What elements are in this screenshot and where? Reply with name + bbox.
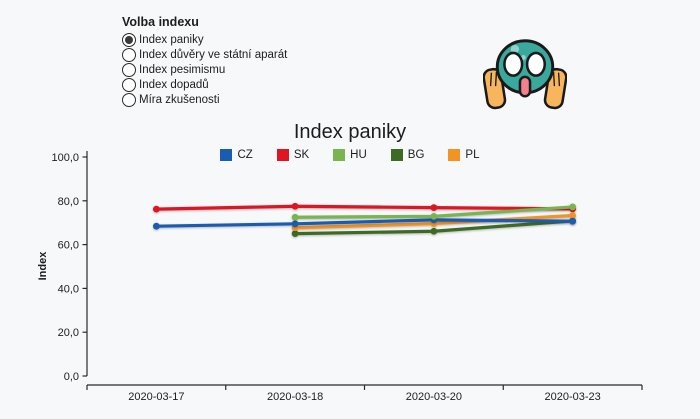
- radio-option-label: Míra zkušenosti: [139, 93, 220, 106]
- radio-option-2[interactable]: Index pesimismu: [122, 62, 287, 77]
- legend-label: SK: [293, 149, 310, 161]
- legend-item-PL[interactable]: PL: [448, 149, 480, 161]
- y-tick-label: 100,0: [51, 152, 79, 164]
- data-point-HU[interactable]: [430, 212, 438, 220]
- data-point-SK[interactable]: [291, 202, 299, 210]
- legend-swatch-icon: [333, 149, 346, 161]
- chart-legend: CZ SK HU BG PL: [0, 149, 700, 161]
- data-point-CZ[interactable]: [569, 217, 577, 225]
- radio-selected-icon[interactable]: [122, 32, 136, 47]
- data-point-CZ[interactable]: [291, 220, 299, 228]
- radio-unselected-icon[interactable]: [122, 47, 136, 62]
- legend-item-SK[interactable]: SK: [276, 149, 310, 161]
- legend-swatch-icon: [448, 149, 461, 161]
- mouth-icon: [518, 75, 532, 98]
- chart-line-CZ[interactable]: [152, 216, 577, 230]
- data-point-SK[interactable]: [430, 204, 438, 211]
- radio-option-4[interactable]: Míra zkušenosti: [122, 92, 287, 107]
- radio-option-label: Index pesimismu: [139, 63, 226, 76]
- data-point-CZ[interactable]: [152, 222, 160, 230]
- data-point-BG[interactable]: [291, 230, 299, 238]
- legend-swatch-icon: [390, 149, 403, 161]
- radio-option-label: Index dopadů: [139, 78, 209, 91]
- index-options: Index paniky Index důvěry ve státní apará…: [122, 32, 287, 107]
- data-point-BG[interactable]: [430, 227, 438, 235]
- legend-swatch-icon: [276, 149, 289, 161]
- legend-label: CZ: [237, 149, 253, 161]
- radio-option-3[interactable]: Index dopadů: [122, 77, 287, 92]
- radio-unselected-icon[interactable]: [122, 62, 136, 77]
- legend-label: BG: [407, 149, 425, 161]
- y-tick-label: 20,0: [58, 327, 79, 339]
- index-selector: Volba indexu Index paniky Index důvěry ve…: [122, 15, 287, 107]
- data-point-PL[interactable]: [569, 212, 577, 219]
- chart-title: Index paniky: [293, 121, 407, 143]
- data-point-HU[interactable]: [569, 203, 577, 211]
- left-eye-icon: [503, 51, 524, 77]
- legend-swatch-icon: [220, 149, 233, 161]
- legend-item-CZ[interactable]: CZ: [220, 149, 253, 161]
- radio-unselected-icon[interactable]: [122, 77, 136, 92]
- legend-item-BG[interactable]: BG: [390, 149, 425, 161]
- chart-line-HU[interactable]: [291, 203, 577, 221]
- x-tick-label: 2020-03-18: [267, 391, 323, 403]
- legend-item-HU[interactable]: HU: [333, 149, 367, 161]
- data-point-HU[interactable]: [291, 213, 299, 221]
- y-tick-label: 0,0: [64, 371, 79, 383]
- radio-option-label: Index důvěry ve státní aparát: [139, 48, 288, 61]
- radio-option-label: Index paniky: [139, 33, 204, 46]
- radio-option-1[interactable]: Index důvěry ve státní aparát: [122, 47, 287, 62]
- x-tick-label: 2020-03-20: [406, 391, 462, 403]
- x-tick-label: 2020-03-17: [128, 391, 184, 403]
- legend-label: HU: [350, 149, 367, 161]
- radio-option-0[interactable]: Index paniky: [122, 32, 287, 47]
- legend-label: PL: [465, 149, 480, 161]
- face-highlight: [510, 44, 520, 54]
- data-point-SK[interactable]: [152, 205, 160, 213]
- x-tick-label: 2020-03-23: [544, 391, 600, 403]
- screaming-face-icon: [483, 39, 567, 110]
- radio-unselected-icon[interactable]: [122, 92, 136, 107]
- y-tick-label: 60,0: [58, 240, 79, 252]
- y-tick-label: 40,0: [58, 283, 79, 295]
- right-eye-icon: [525, 51, 546, 77]
- index-selector-title: Volba indexu: [122, 15, 199, 29]
- y-axis-title: Index: [37, 251, 49, 281]
- y-tick-label: 80,0: [58, 196, 79, 208]
